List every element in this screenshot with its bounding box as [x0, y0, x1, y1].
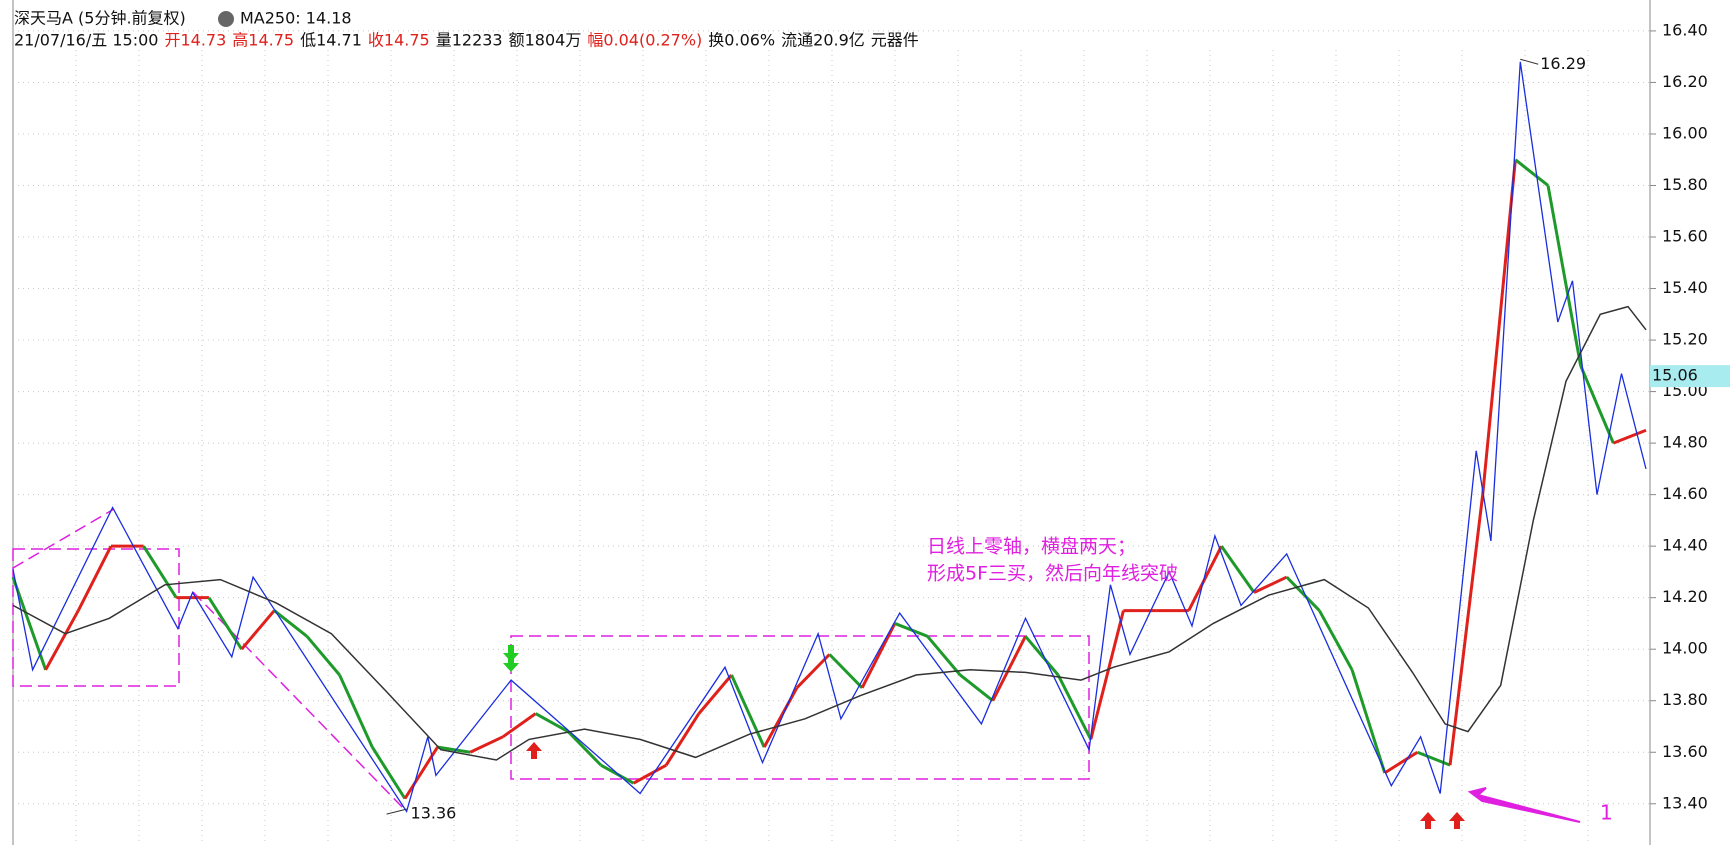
y-tick-label: 13.40 — [1662, 793, 1708, 812]
price-segment — [1579, 365, 1615, 444]
y-tick-label: 16.20 — [1662, 72, 1708, 91]
price-segment — [1253, 575, 1288, 594]
low-label: 13.36 — [411, 804, 457, 823]
indicator: MA250: 14.18 — [240, 9, 352, 28]
price-segment — [1546, 185, 1583, 367]
price-segment — [632, 763, 667, 785]
y-tick-label: 13.60 — [1662, 742, 1708, 761]
y-tick-label: 14.80 — [1662, 433, 1708, 452]
info-item: 流通20.9亿 — [781, 31, 865, 50]
annotation-shapes — [12, 508, 1090, 812]
info-item: 元器件 — [871, 31, 919, 50]
price-segment — [567, 730, 602, 767]
price-segment — [795, 653, 831, 689]
y-tick-label: 14.40 — [1662, 536, 1708, 555]
y-tick-label: 15.60 — [1662, 227, 1708, 246]
price-segment — [1350, 669, 1387, 774]
y-tick-label: 15.20 — [1662, 330, 1708, 349]
sell-arrow — [503, 645, 519, 672]
indicator-icon — [218, 11, 234, 27]
last-price-label: 15.06 — [1652, 366, 1698, 385]
price-segment — [273, 609, 308, 638]
info-item: 量12233 — [436, 31, 503, 50]
y-tick-label: 15.40 — [1662, 278, 1708, 297]
price-segment — [1383, 750, 1419, 775]
pointer-arrow — [1467, 787, 1581, 823]
y-tick-label: 14.60 — [1662, 484, 1708, 503]
low-pointer — [386, 808, 407, 815]
y-tick-label: 16.40 — [1662, 20, 1708, 39]
price-segment — [1448, 494, 1485, 766]
annotation: 形成5F三买，然后向年线突破 — [927, 563, 1178, 585]
price-segment — [469, 735, 504, 754]
price-segment — [437, 745, 471, 754]
box — [510, 635, 1090, 780]
y-tick-label: 16.00 — [1662, 123, 1708, 142]
info-item: 开14.73 — [164, 31, 226, 50]
price-segment — [1612, 428, 1647, 445]
price-segment — [370, 746, 407, 800]
price-segment — [44, 609, 80, 671]
price-segment — [860, 622, 897, 689]
price-segment — [142, 545, 178, 599]
last-price-box — [1650, 365, 1730, 388]
y-tick-label: 15.80 — [1662, 175, 1708, 194]
dashed-line — [12, 508, 115, 569]
arrows — [503, 645, 1581, 829]
buy-arrow — [1449, 812, 1465, 829]
price-segment — [894, 622, 929, 638]
buy-arrow — [526, 742, 542, 759]
price-segment — [1514, 158, 1549, 187]
price-segment — [664, 712, 701, 766]
info-bar: 21/07/16/五 15:00 开14.73 高14.75 低14.71 收14.75… — [14, 31, 919, 50]
price-segment — [1318, 609, 1354, 671]
price-segment — [730, 674, 766, 748]
price-segment — [1481, 159, 1517, 495]
price-segment — [534, 712, 569, 733]
price-segment — [76, 545, 113, 612]
info-item: 低14.71 — [300, 31, 362, 50]
price-segment — [1285, 576, 1321, 612]
price-segment — [1187, 545, 1223, 612]
box — [12, 548, 180, 687]
info-item: 收14.75 — [368, 31, 430, 50]
price-segment — [1056, 674, 1093, 741]
series-line — [12, 305, 1647, 761]
price-segment — [959, 673, 994, 702]
price-segment — [1220, 545, 1256, 594]
info-item: 21/07/16/五 15:00 — [14, 31, 158, 50]
price-segment — [240, 609, 276, 651]
dashed-line — [192, 591, 407, 812]
price-segment — [1089, 610, 1125, 740]
y-tick-label: 14.20 — [1662, 587, 1708, 606]
title: 深天马A (5分钟.前复权) — [14, 9, 186, 28]
price-segment — [502, 712, 537, 739]
high-label: 16.29 — [1540, 54, 1586, 73]
price-segment — [926, 635, 962, 676]
price-segment — [828, 653, 864, 689]
high-pointer — [1520, 58, 1539, 65]
price-segment — [762, 687, 799, 748]
buy-arrow — [1420, 812, 1436, 829]
info-item: 幅0.04(0.27%) — [587, 31, 702, 50]
y-tick-label: 14.00 — [1662, 639, 1708, 658]
info-item: 额1804万 — [509, 31, 582, 50]
price-segment — [1024, 635, 1060, 676]
price-segment — [305, 635, 341, 676]
annotation: 1 — [1600, 801, 1613, 825]
y-tick-label: 13.80 — [1662, 690, 1708, 709]
price-segment — [991, 635, 1027, 702]
info-item: 高14.75 — [232, 31, 294, 50]
annotation: 日线上零轴，横盘两天； — [927, 536, 1136, 558]
marks — [11, 61, 1647, 814]
series-line — [12, 61, 1647, 814]
price-segment — [697, 674, 733, 715]
price-segment — [338, 674, 374, 748]
price-segment — [1416, 750, 1451, 767]
info-item: 换0.06% — [708, 31, 775, 50]
